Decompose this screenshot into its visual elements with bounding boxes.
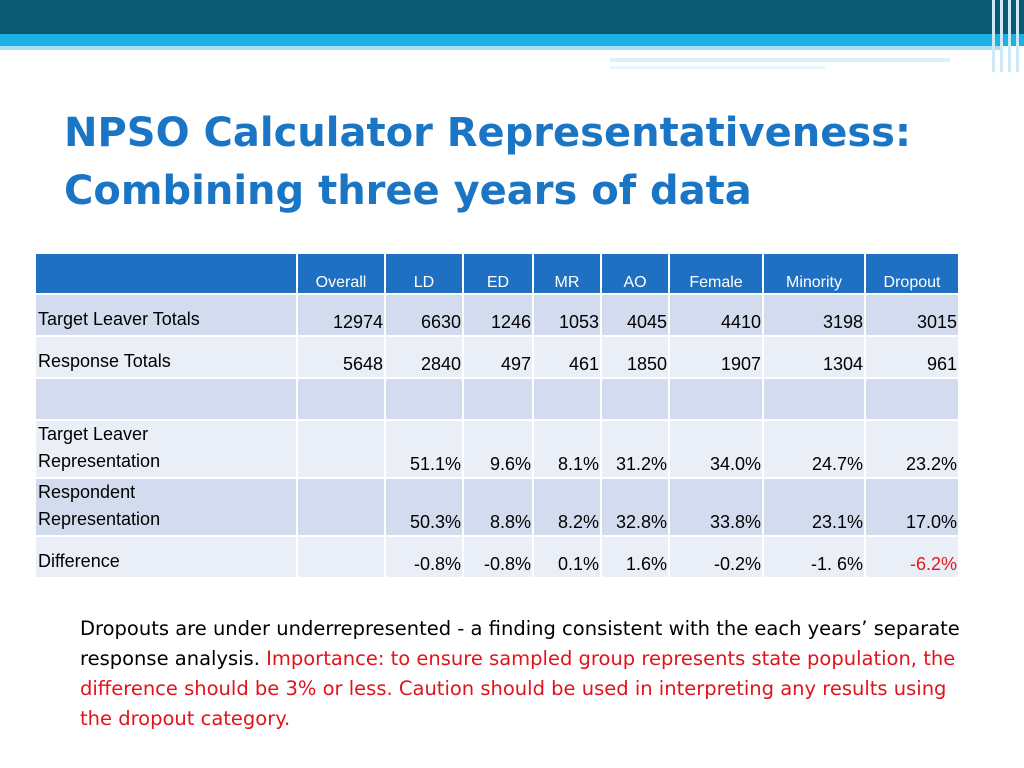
slide-title-line2: Combining three years of data — [64, 168, 752, 214]
table-cell: 1053 — [534, 295, 600, 335]
table-cell — [764, 379, 864, 419]
findings-note: Dropouts are under underrepresented - a … — [80, 614, 960, 734]
table-row-empty — [36, 379, 958, 419]
table-cell — [464, 379, 532, 419]
table-cell: 4045 — [602, 295, 668, 335]
table-cell: 9.6% — [464, 421, 532, 477]
table-cell: 6630 — [386, 295, 462, 335]
table-cell: 5648 — [298, 337, 384, 377]
table-cell: 23.1% — [764, 479, 864, 535]
column-header-ao: AO — [602, 254, 668, 293]
table-cell: 12974 — [298, 295, 384, 335]
table-cell — [386, 379, 462, 419]
table-cell: 24.7% — [764, 421, 864, 477]
table-cell: 1.6% — [602, 537, 668, 577]
banner-accent-line — [610, 66, 825, 69]
table-cell: 961 — [866, 337, 958, 377]
table-cell: 8.2% — [534, 479, 600, 535]
column-header-ed: ED — [464, 254, 532, 293]
table-cell: 33.8% — [670, 479, 762, 535]
table-cell: 2840 — [386, 337, 462, 377]
column-header-mr: MR — [534, 254, 600, 293]
table-cell: 0.1% — [534, 537, 600, 577]
table-cell: 17.0% — [866, 479, 958, 535]
dropout-difference-cell: -6.2% — [866, 537, 958, 577]
table-cell — [298, 479, 384, 535]
table-cell: -0.2% — [670, 537, 762, 577]
table-cell: 23.2% — [866, 421, 958, 477]
table-cell: -1. 6% — [764, 537, 864, 577]
table-cell — [298, 537, 384, 577]
table-cell: 3198 — [764, 295, 864, 335]
row-label-line1: Target Leaver — [38, 424, 149, 444]
row-label: Response Totals — [36, 337, 296, 377]
table-cell: 34.0% — [670, 421, 762, 477]
table-corner-cell — [36, 254, 296, 293]
table-cell: 51.1% — [386, 421, 462, 477]
table-cell: 31.2% — [602, 421, 668, 477]
slide-title-line1: NPSO Calculator Representativeness: — [64, 110, 911, 156]
table-cell: 32.8% — [602, 479, 668, 535]
table-cell: 1850 — [602, 337, 668, 377]
row-label-line2: Representation — [38, 451, 161, 471]
row-label-line2: Representation — [38, 509, 161, 529]
banner-right-bars — [988, 0, 1024, 72]
banner-accent-line — [0, 46, 1000, 50]
table-cell — [866, 379, 958, 419]
row-label: Respondent Representation — [36, 479, 296, 535]
table-row-target-leaver-representation: Target Leaver Representation 51.1% 9.6% 8… — [36, 421, 958, 477]
top-banner — [0, 0, 1024, 34]
table-cell: 8.1% — [534, 421, 600, 477]
table-cell — [602, 379, 668, 419]
table-cell — [298, 421, 384, 477]
table-cell: -0.8% — [386, 537, 462, 577]
table-cell: 8.8% — [464, 479, 532, 535]
table-cell: 497 — [464, 337, 532, 377]
table-cell: 4410 — [670, 295, 762, 335]
top-banner-stripe — [0, 34, 1024, 46]
column-header-minority: Minority — [764, 254, 864, 293]
row-label — [36, 379, 296, 419]
table-row-respondent-representation: Respondent Representation 50.3% 8.8% 8.2%… — [36, 479, 958, 535]
table-cell — [670, 379, 762, 419]
banner-accent-line — [610, 58, 950, 62]
table-cell: 1246 — [464, 295, 532, 335]
table-row-target-leaver-totals: Target Leaver Totals 12974 6630 1246 105… — [36, 295, 958, 335]
table-cell: -0.8% — [464, 537, 532, 577]
column-header-dropout: Dropout — [866, 254, 958, 293]
table-cell: 3015 — [866, 295, 958, 335]
column-header-ld: LD — [386, 254, 462, 293]
table-row-difference: Difference -0.8% -0.8% 0.1% 1.6% -0.2% -… — [36, 537, 958, 577]
table-cell — [298, 379, 384, 419]
row-label: Difference — [36, 537, 296, 577]
row-label: Target Leaver Totals — [36, 295, 296, 335]
column-header-female: Female — [670, 254, 762, 293]
table-cell: 1304 — [764, 337, 864, 377]
table-cell — [534, 379, 600, 419]
slide-title: NPSO Calculator Representativeness: Comb… — [64, 104, 984, 220]
findings-note-text: Dropouts are under underrepresented - a … — [80, 617, 960, 670]
table-cell: 1907 — [670, 337, 762, 377]
row-label: Target Leaver Representation — [36, 421, 296, 477]
table-cell: 461 — [534, 337, 600, 377]
column-header-overall: Overall — [298, 254, 384, 293]
table-cell: 50.3% — [386, 479, 462, 535]
table-header-row: Overall LD ED MR AO Female Minority Drop… — [36, 254, 958, 293]
table-row-response-totals: Response Totals 5648 2840 497 461 1850 1… — [36, 337, 958, 377]
representativeness-table: Overall LD ED MR AO Female Minority Drop… — [34, 252, 960, 579]
importance-note-text: Importance: to ensure sampled group repr… — [80, 647, 956, 730]
row-label-line1: Respondent — [38, 482, 136, 502]
